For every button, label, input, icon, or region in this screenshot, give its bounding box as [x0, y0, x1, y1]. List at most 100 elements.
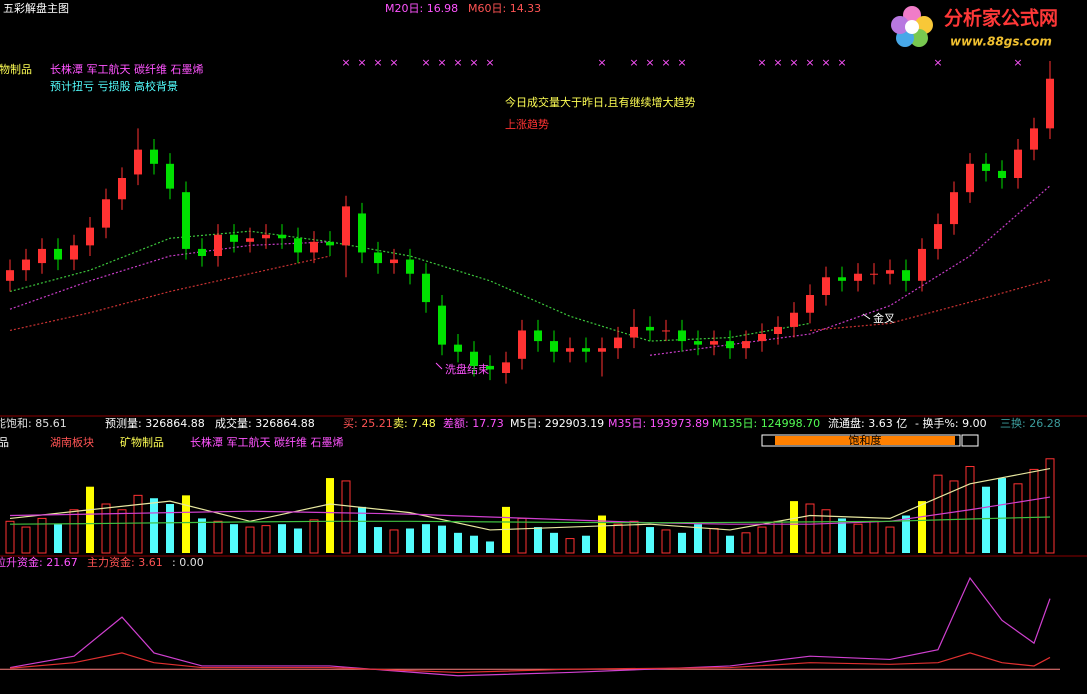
candle-body: [1030, 128, 1038, 150]
info-item: 预测量: 326864.88: [105, 417, 205, 430]
candle-body: [438, 305, 446, 345]
volume-bar: [470, 535, 478, 553]
candle-body: [374, 252, 382, 264]
info-item: 能饱和: 85.61: [0, 416, 67, 430]
volume-bar: [694, 524, 702, 553]
volume-bar: [21, 526, 31, 554]
info-item: 流通盘: 3.63 亿: [828, 416, 907, 430]
candle-body: [134, 149, 142, 175]
ma-label: M60日: 14.33: [468, 2, 541, 15]
cross-mark: ×: [453, 56, 462, 69]
annotation: 金叉: [873, 311, 895, 325]
cross-mark: ×: [341, 56, 350, 69]
stock-tag: 长株潭 军工航天 碳纤维 石墨烯: [50, 62, 204, 76]
candle-body: [774, 326, 782, 334]
volume-bar: [230, 524, 238, 553]
capital-line: [9, 576, 1051, 677]
candle-body: [710, 341, 718, 345]
candle-body: [182, 192, 190, 249]
volume-ma-line: [9, 467, 1051, 531]
saturation-bar: [775, 436, 955, 445]
candle-body: [934, 224, 942, 249]
sector-tag: 湖南板块: [50, 435, 94, 449]
volume-bar: [422, 524, 430, 553]
cross-mark: ×: [757, 56, 766, 69]
volume-bar: [133, 494, 143, 554]
candle-body: [422, 273, 430, 303]
candle-body: [806, 295, 814, 313]
candle-body: [198, 248, 206, 256]
cross-mark: ×: [469, 56, 478, 69]
candle-body: [534, 330, 542, 342]
cross-mark: ×: [357, 56, 366, 69]
capital-label: 主力资金: 3.61: [87, 555, 163, 569]
candle-body: [326, 241, 334, 246]
candle-body: [662, 330, 670, 332]
volume-bar: [309, 519, 319, 554]
candle-body: [582, 348, 590, 352]
volume-bar: [918, 501, 926, 553]
volume-bar: [661, 529, 671, 554]
volume-bar: [741, 532, 751, 554]
candle-body: [950, 192, 958, 225]
cross-mark: ×: [1013, 56, 1022, 69]
candle-body: [614, 337, 622, 349]
saturation-box: [961, 434, 979, 447]
volume-bar: [1045, 458, 1055, 554]
logo-flower: [891, 6, 933, 47]
candle-body: [358, 213, 366, 253]
candle-body: [342, 206, 350, 246]
info-item: 成交量: 326864.88: [215, 416, 315, 430]
ma-label: M20日: 16.98: [385, 2, 458, 15]
volume-bar: [486, 541, 494, 553]
cross-mark: ×: [773, 56, 782, 69]
candle-body: [70, 245, 78, 260]
cross-mark: ×: [629, 56, 638, 69]
volume-bar: [37, 517, 47, 554]
volume-bar: [278, 524, 286, 553]
volume-bar: [374, 527, 382, 553]
volume-bar: [982, 486, 990, 553]
sector-tag: 矿物制品: [120, 435, 164, 449]
cross-mark: ×: [661, 56, 670, 69]
volume-bar: [853, 523, 863, 554]
volume-bar: [245, 526, 255, 554]
volume-bar: [1029, 468, 1039, 554]
volume-bar: [261, 525, 271, 554]
candle-body: [822, 277, 830, 295]
ma-line: [9, 241, 331, 310]
candle-body: [262, 234, 270, 239]
volume-bar: [86, 486, 94, 553]
volume-bar: [646, 527, 654, 553]
candle-body: [518, 330, 526, 359]
candle-body: [214, 234, 222, 256]
candle-body: [870, 273, 878, 275]
volume-bar: [949, 480, 959, 554]
volume-bar: [534, 527, 542, 553]
volume-bar: [598, 515, 606, 553]
volume-bar: [117, 509, 127, 554]
candle-body: [918, 248, 926, 281]
cross-mark: ×: [677, 56, 686, 69]
volume-bar: [790, 501, 798, 553]
info-item: 买: 25.21: [343, 417, 393, 430]
volume-bar: [438, 525, 446, 553]
volume-bar: [213, 520, 223, 554]
candle-body: [166, 163, 174, 189]
candle-body: [790, 312, 798, 327]
ma-line: [9, 230, 811, 342]
volume-bar: [902, 515, 910, 553]
cross-mark: ×: [485, 56, 494, 69]
volume-bar: [341, 480, 351, 554]
candle-body: [854, 273, 862, 281]
candle-body: [6, 270, 14, 281]
volume-ma-line: [9, 516, 1051, 525]
volume-bar: [454, 532, 462, 553]
candle-body: [502, 362, 510, 373]
cross-mark: ×: [645, 56, 654, 69]
candle-body: [902, 270, 910, 281]
candle-body: [886, 270, 894, 274]
logo-url: www.88gs.com: [950, 35, 1052, 49]
